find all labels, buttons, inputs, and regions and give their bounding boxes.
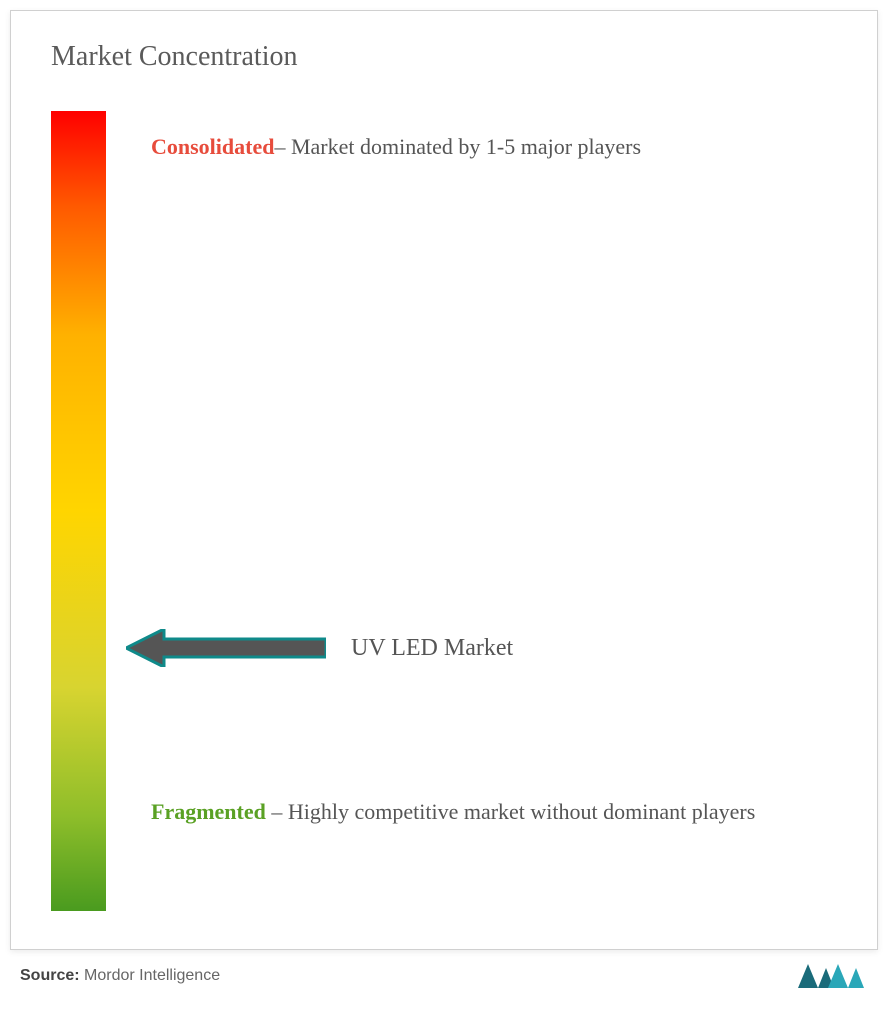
- source-label: Source:: [20, 967, 80, 984]
- market-marker: UV LED Market: [126, 629, 513, 667]
- source-text: Source: Mordor Intelligence: [20, 967, 220, 985]
- consolidated-text: – Market dominated by 1-5 major players: [274, 134, 641, 159]
- fragmented-label: Fragmented: [151, 799, 266, 824]
- consolidated-description: Consolidated– Market dominated by 1-5 ma…: [151, 121, 837, 174]
- market-marker-label: UV LED Market: [351, 635, 513, 662]
- fragmented-description: Fragmented – Highly competitive market w…: [151, 786, 837, 839]
- arrow-left-icon: [126, 629, 326, 667]
- concentration-gradient-bar: [51, 111, 106, 911]
- card: Market Concentration Consolidated– Marke…: [10, 10, 878, 950]
- chart-title: Market Concentration: [51, 41, 297, 73]
- footer: Source: Mordor Intelligence: [20, 960, 868, 992]
- consolidated-label: Consolidated: [151, 134, 274, 159]
- source-value: Mordor Intelligence: [80, 967, 221, 984]
- fragmented-text: – Highly competitive market without domi…: [266, 799, 755, 824]
- brand-logo-icon: [798, 960, 868, 992]
